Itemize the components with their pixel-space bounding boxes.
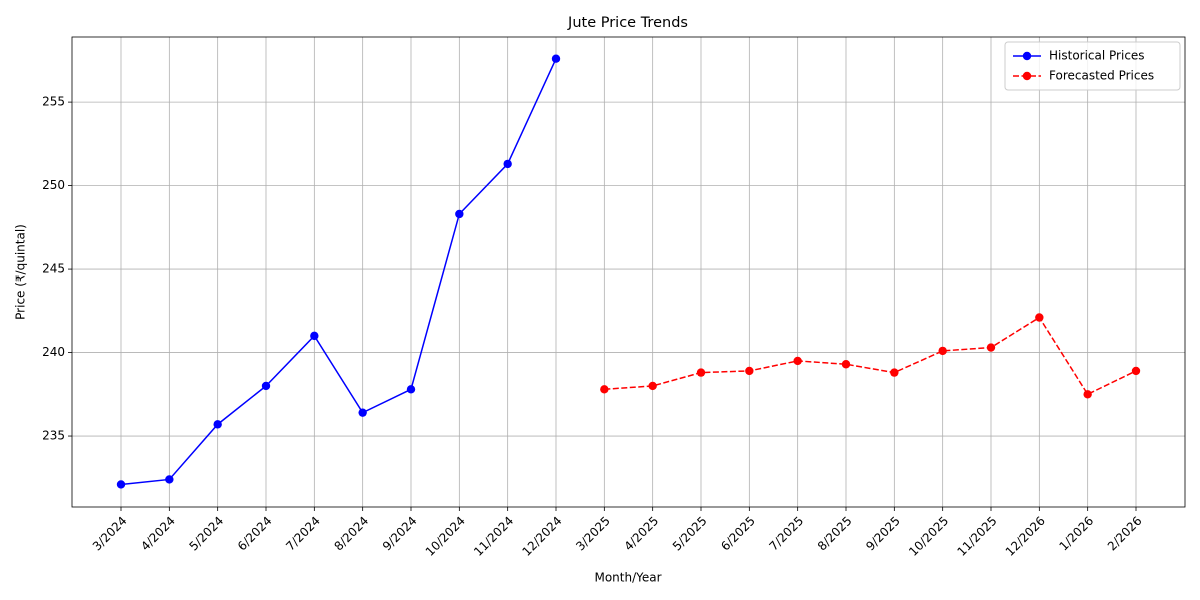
- y-tick-label: 245: [42, 262, 65, 276]
- point: [116, 480, 126, 489]
- point: [938, 346, 947, 356]
- point: [600, 385, 609, 394]
- point: [696, 368, 706, 377]
- point: [745, 366, 754, 376]
- point: [890, 368, 899, 377]
- point: [1035, 313, 1044, 322]
- legend-label: Forecasted Prices: [1049, 69, 1154, 83]
- x-axis-label: Month/Year: [594, 571, 661, 585]
- point: [841, 360, 851, 369]
- line: [604, 316, 1137, 396]
- y-tick-label: 250: [42, 178, 65, 192]
- y-tick-label: 235: [42, 429, 65, 443]
- chart-title: Jute Price Trends: [567, 15, 688, 31]
- point: [165, 475, 174, 484]
- legend-label: Historical Prices: [1049, 49, 1145, 63]
- legend-marker: [1022, 71, 1032, 81]
- legend-box: [1004, 41, 1181, 91]
- point: [261, 381, 271, 391]
- point: [551, 54, 561, 63]
- y-tick-label: 255: [42, 95, 65, 109]
- point: [503, 159, 512, 169]
- point: [1131, 366, 1141, 376]
- point: [406, 385, 416, 394]
- legend-marker: [1022, 51, 1032, 61]
- point: [793, 356, 802, 366]
- point: [986, 343, 996, 352]
- point: [455, 209, 464, 219]
- legend: Historical Prices Forecasted Prices: [1004, 41, 1181, 91]
- y-tick-label: 240: [42, 345, 65, 359]
- line: [120, 58, 557, 486]
- point: [213, 420, 222, 429]
- point: [648, 381, 657, 391]
- plot-frame: [71, 36, 1186, 508]
- point: [1083, 390, 1092, 399]
- point: [310, 331, 319, 341]
- point: [358, 408, 367, 417]
- y-axis-label: Price (₹/quintal): [14, 224, 28, 320]
